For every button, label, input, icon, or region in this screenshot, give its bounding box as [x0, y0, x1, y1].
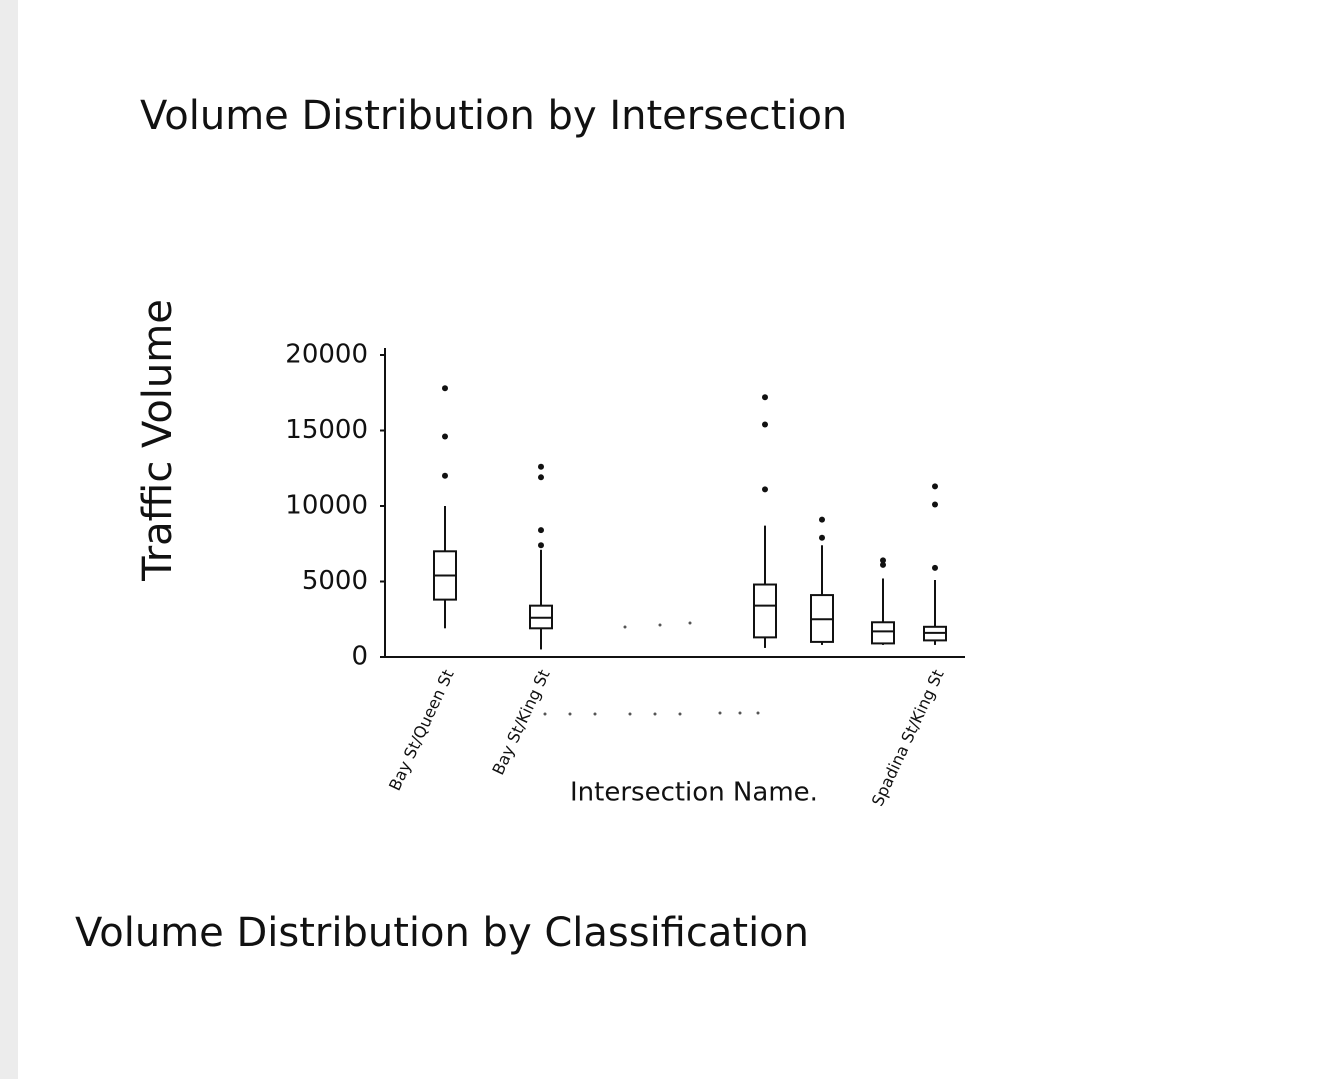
side-strip — [0, 0, 18, 1079]
outlier — [762, 486, 768, 493]
box — [871, 621, 895, 645]
outlier — [932, 483, 938, 490]
outlier — [538, 474, 544, 481]
x-axis-label: Intersection Name. — [570, 778, 818, 808]
y-tick-label: 10000 — [285, 491, 368, 521]
outlier — [762, 394, 768, 401]
x-tick-label: Bay St/Queen St — [385, 667, 458, 794]
outlier — [880, 561, 886, 568]
y-axis-label: Traffic Volume — [135, 299, 181, 582]
outlier — [762, 421, 768, 428]
x-tick-label: Bay St/King St — [488, 667, 553, 778]
outlier — [819, 534, 825, 541]
y-tick-label: 20000 — [285, 340, 368, 370]
outlier — [819, 516, 825, 523]
outlier — [442, 433, 448, 440]
x-tick-label: Spadina St/King St — [868, 667, 948, 809]
chart-title: Volume Distribution by Classification — [75, 910, 809, 956]
outlier — [880, 557, 886, 564]
outlier — [442, 385, 448, 392]
outlier — [538, 463, 544, 470]
outlier — [442, 472, 448, 479]
y-tick-label: 0 — [351, 642, 368, 672]
y-tick-label: 5000 — [302, 566, 368, 596]
outlier — [538, 542, 544, 549]
box — [753, 583, 777, 639]
outlier — [932, 501, 938, 508]
y-tick-label: 15000 — [285, 415, 368, 445]
outlier — [932, 564, 938, 571]
ellipsis — [543, 621, 760, 716]
outlier — [538, 527, 544, 534]
chart-title: Volume Distribution by Intersection — [140, 93, 847, 139]
